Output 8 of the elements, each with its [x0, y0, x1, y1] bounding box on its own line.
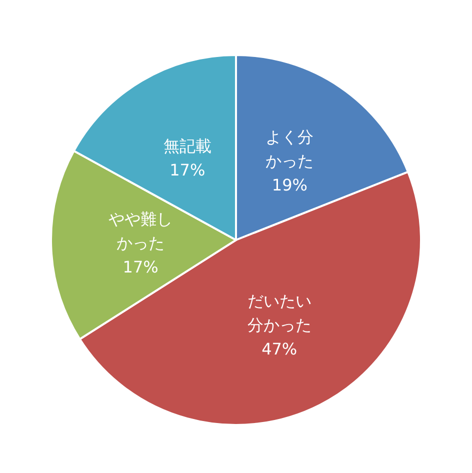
slice-label: やや難しかった [108, 210, 173, 252]
slice-label: だいたい分かった [247, 292, 312, 335]
data-label: 19% [272, 176, 308, 195]
data-label: 17% [122, 258, 158, 276]
slice-label: よく分かった [266, 128, 314, 171]
data-label: 17% [170, 160, 206, 180]
data-label: 47% [262, 340, 298, 359]
slice-label: 無記載 [163, 136, 212, 156]
